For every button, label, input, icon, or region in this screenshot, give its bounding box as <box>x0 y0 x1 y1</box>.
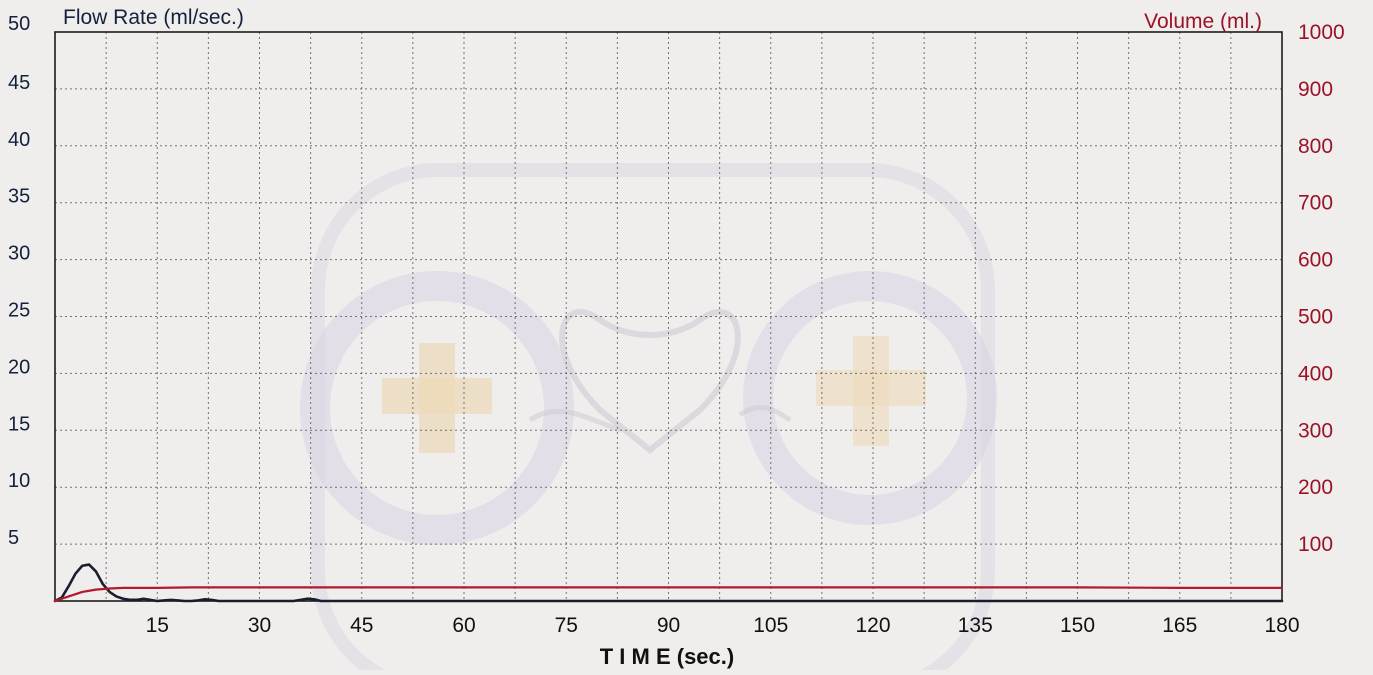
right-axis-title: Volume (ml.) <box>1144 10 1262 33</box>
volume-series-line <box>53 586 1284 603</box>
right-tick-label: 600 <box>1298 249 1333 272</box>
x-axis-title: T I M E (sec.) <box>600 644 734 669</box>
x-tick-label: 165 <box>1162 614 1197 637</box>
right-tick-label: 1000 <box>1298 21 1345 44</box>
left-tick-label: 40 <box>8 129 30 151</box>
x-tick-label: 120 <box>855 614 890 637</box>
left-tick-label: 10 <box>8 470 30 492</box>
x-tick-label: 15 <box>146 614 169 637</box>
right-tick-label: 800 <box>1298 135 1333 158</box>
left-tick-label: 50 <box>8 13 30 35</box>
left-tick-label: 5 <box>8 527 19 549</box>
x-axis-ticks: 15 30 45 60 75 90 105 120 135 150 165 180 <box>146 614 1300 637</box>
series-layer <box>53 563 1284 603</box>
x-tick-label: 105 <box>753 614 788 637</box>
x-tick-label: 150 <box>1060 614 1095 637</box>
left-axis-title: Flow Rate (ml/sec.) <box>63 6 244 29</box>
grid-lines <box>55 32 1282 601</box>
right-tick-label: 100 <box>1298 533 1333 556</box>
left-tick-label: 30 <box>8 243 30 265</box>
watermark-logo <box>300 163 997 675</box>
right-tick-label: 500 <box>1298 306 1333 329</box>
left-tick-label: 35 <box>8 186 30 208</box>
x-tick-label: 45 <box>350 614 373 637</box>
left-tick-label: 25 <box>8 300 30 322</box>
x-tick-label: 90 <box>657 614 680 637</box>
flow-rate-series-line <box>53 563 1284 603</box>
left-axis-ticks: 5 10 15 20 25 30 35 40 45 50 <box>8 13 30 549</box>
left-tick-label: 15 <box>8 413 30 435</box>
left-tick-label: 45 <box>8 72 30 94</box>
x-tick-label: 180 <box>1264 614 1299 637</box>
left-tick-label: 20 <box>8 356 30 378</box>
x-tick-label: 75 <box>555 614 578 637</box>
right-tick-label: 400 <box>1298 362 1333 385</box>
right-axis-ticks: 100 200 300 400 500 600 700 800 900 1000 <box>1298 21 1345 556</box>
right-tick-label: 700 <box>1298 192 1333 215</box>
right-tick-label: 900 <box>1298 78 1333 101</box>
right-tick-label: 300 <box>1298 419 1333 442</box>
x-tick-label: 60 <box>452 614 475 637</box>
right-tick-label: 200 <box>1298 476 1333 499</box>
x-tick-label: 30 <box>248 614 271 637</box>
x-tick-label: 135 <box>958 614 993 637</box>
